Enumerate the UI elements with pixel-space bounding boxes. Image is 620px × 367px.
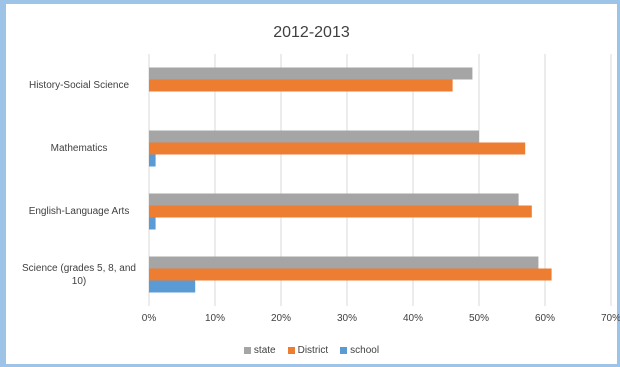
category-label: History-Social Science — [28, 80, 130, 91]
chart-title: 2012-2013 — [273, 24, 350, 41]
bar-state-2 — [149, 193, 519, 206]
bar-district-1 — [149, 142, 526, 155]
bar-district-3 — [149, 268, 552, 281]
x-tick-label: 20% — [270, 313, 291, 324]
legend-swatch — [243, 347, 251, 354]
legend-swatch — [340, 347, 348, 354]
x-tick-label: 70% — [600, 313, 620, 324]
legend-swatch — [287, 347, 295, 354]
bar-school-3 — [149, 280, 196, 293]
x-tick-label: 0% — [141, 313, 157, 324]
x-tick-label: 40% — [402, 313, 423, 324]
legend-item-district: District — [287, 345, 329, 356]
legend-label: school — [350, 345, 380, 356]
bar-school-2 — [149, 217, 156, 230]
bar-state-1 — [149, 130, 479, 143]
category-label: Science (grades 5, 8, and 10) — [22, 262, 136, 287]
legend-label: District — [297, 345, 329, 356]
legend: state District school — [6, 345, 617, 356]
x-tick-label: 50% — [468, 313, 489, 324]
legend-item-school: school — [340, 345, 379, 356]
bar-state-3 — [149, 256, 539, 269]
bar-district-0 — [149, 79, 453, 92]
chart-frame: 2012-2013 History-Social Science Mathemat… — [6, 4, 620, 364]
x-tick-label: 30% — [336, 313, 357, 324]
bar-district-2 — [149, 205, 532, 218]
category-label: English-Language Arts — [28, 206, 130, 217]
chart-plot — [148, 54, 612, 306]
x-tick-label: 10% — [204, 313, 225, 324]
bar-state-0 — [149, 67, 473, 80]
category-labels: History-Social Science Mathematics English… — [14, 4, 144, 364]
legend-label: state — [253, 345, 276, 356]
category-label: Mathematics — [50, 143, 108, 154]
bar-school-1 — [149, 154, 156, 167]
x-tick-label: 60% — [534, 313, 555, 324]
legend-item-state: state — [243, 345, 276, 356]
